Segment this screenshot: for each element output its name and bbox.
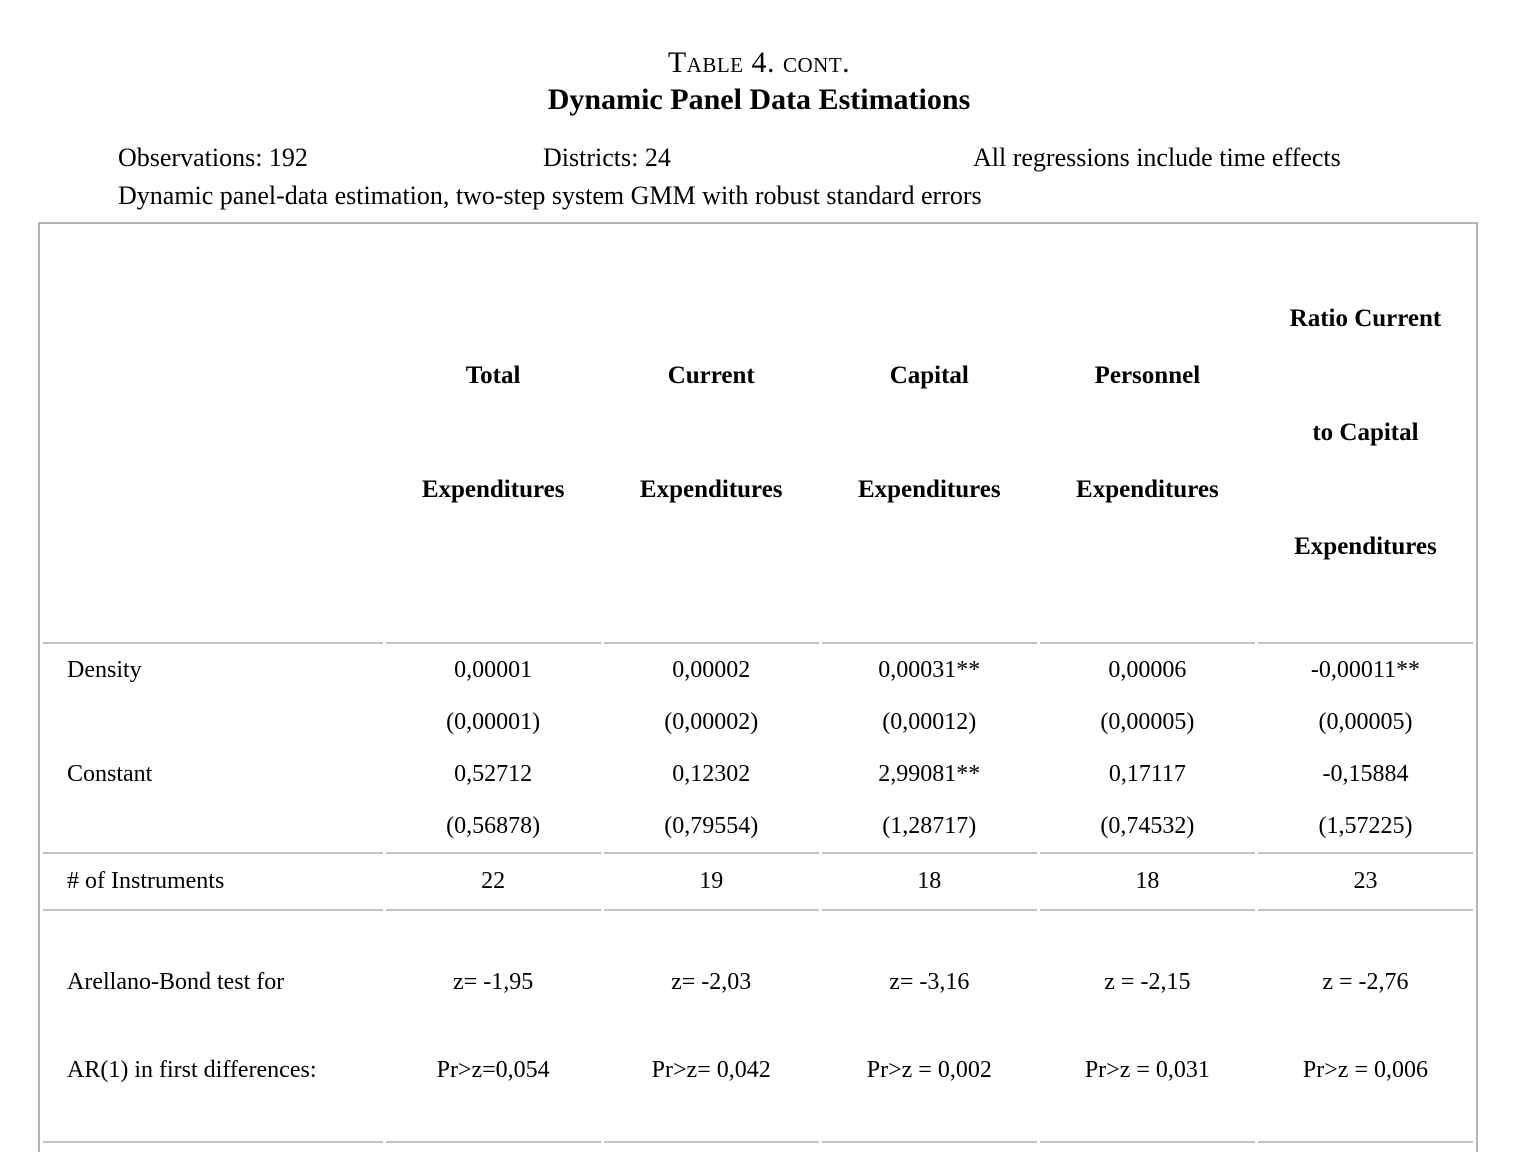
- z-value: z = -2,15: [1104, 969, 1191, 995]
- row-label-ar2: Arellano-Bond test for AR(2) in first di…: [43, 1141, 383, 1152]
- estimation-table: Total Expenditures Current Expenditures …: [40, 224, 1476, 1152]
- data-cell: z= -1,95 Pr>z=0,054: [385, 909, 601, 1141]
- data-cell: z= -0,58 Pr>z = 0,563: [821, 1141, 1037, 1152]
- col-header-line: Expenditures: [421, 476, 565, 503]
- data-cell: z= -2,03 Pr>z= 0,042: [603, 909, 819, 1141]
- col-header-line: Expenditures: [857, 476, 1001, 503]
- row-label-density: Density: [43, 642, 383, 696]
- data-cell: (0,00002): [664, 708, 759, 735]
- col-header-ratio: Ratio Current to Capital Expenditures: [1258, 224, 1473, 642]
- row-label-empty: [43, 800, 383, 852]
- col-header-line: Expenditures: [1294, 533, 1437, 560]
- row-label-empty: [43, 696, 383, 748]
- data-cell: -0,15884: [1322, 760, 1409, 787]
- p-value: Pr>z = 0,031: [1084, 1057, 1210, 1083]
- z-value: z = -2,76: [1322, 969, 1409, 995]
- p-value: Pr>z=0,054: [436, 1057, 550, 1083]
- data-cell: 23: [1257, 852, 1473, 909]
- districts-text: Districts: 24: [543, 143, 671, 172]
- col-header-line: Current: [667, 362, 755, 389]
- data-cell: z= -0,52 Pr>z =0,535: [1039, 1141, 1255, 1152]
- col-header-capital: Capital Expenditures: [822, 224, 1037, 642]
- col-header-line: Ratio Current: [1289, 305, 1442, 332]
- data-cell: (0,74532): [1100, 812, 1195, 839]
- data-cell: z= -1,28 Pr>z =0,201: [1257, 1141, 1473, 1152]
- p-value: Pr>z = 0,002: [866, 1057, 992, 1083]
- ar2-test-row: Arellano-Bond test for AR(2) in first di…: [43, 1141, 1473, 1152]
- z-value: z= -3,16: [889, 969, 970, 995]
- data-cell: (0,56878): [446, 812, 541, 839]
- table-title: Dynamic Panel Data Estimations: [547, 83, 971, 116]
- z-value: z= -2,03: [671, 969, 752, 995]
- estimation-table-container: Total Expenditures Current Expenditures …: [38, 222, 1478, 1152]
- col-header-line: Total: [465, 362, 521, 389]
- corner-cell: [43, 224, 383, 642]
- ar1-test-row: Arellano-Bond test for AR(1) in first di…: [43, 909, 1473, 1141]
- z-value: z= -1,95: [453, 969, 534, 995]
- data-cell: z = -2,15 Pr>z = 0,031: [1039, 909, 1255, 1141]
- data-cell: z = -0,38 Pr>z= 0,706: [385, 1141, 601, 1152]
- data-cell: 18: [821, 852, 1037, 909]
- meta-row: Observations: 192 Districts: 24 All regr…: [118, 142, 1518, 174]
- col-header-line: Expenditures: [639, 476, 783, 503]
- row-label-line: Arellano-Bond test for: [67, 969, 285, 995]
- data-cell: 22: [385, 852, 601, 909]
- constant-coefficient-row: Constant 0,52712 0,12302 2,99081** 0,171…: [43, 748, 1473, 800]
- data-cell: 0,12302: [672, 760, 751, 787]
- density-coefficient-row: Density 0,00001 0,00002 0,00031** 0,0000…: [43, 642, 1473, 696]
- data-cell: 2,99081**: [878, 760, 981, 787]
- col-header-line: to Capital: [1312, 419, 1419, 446]
- row-label-ar1: Arellano-Bond test for AR(1) in first di…: [43, 909, 383, 1141]
- data-cell: 0,00031**: [821, 642, 1037, 696]
- data-cell: (1,57225): [1318, 812, 1413, 839]
- data-cell: 19: [603, 852, 819, 909]
- row-label-instruments: # of Instruments: [43, 852, 383, 909]
- data-cell: z= -3,16 Pr>z = 0,002: [821, 909, 1037, 1141]
- data-cell: 0,00002: [603, 642, 819, 696]
- instruments-row: # of Instruments 22 19 18 18 23: [43, 852, 1473, 909]
- data-cell: z= -0,19 Pr>z= 0,852: [603, 1141, 819, 1152]
- data-cell: (0,00001): [446, 708, 541, 735]
- data-cell: z = -2,76 Pr>z = 0,006: [1257, 909, 1473, 1141]
- data-cell: 0,00006: [1039, 642, 1255, 696]
- data-cell: (0,00012): [882, 708, 977, 735]
- density-stderr-row: (0,00001) (0,00002) (0,00012) (0,00005) …: [43, 696, 1473, 748]
- row-label-line: AR(1) in first differences:: [67, 1057, 317, 1083]
- col-header-line: Capital: [889, 362, 969, 389]
- estimation-method-text: Dynamic panel-data estimation, two-step …: [118, 181, 982, 210]
- table-number-label: Table 4. cont.: [667, 46, 851, 79]
- data-cell: 0,52712: [454, 760, 533, 787]
- header-row: Total Expenditures Current Expenditures …: [43, 224, 1473, 642]
- observations-text: Observations: 192: [118, 143, 308, 172]
- data-cell: 0,17117: [1108, 760, 1186, 787]
- p-value: Pr>z= 0,042: [651, 1057, 771, 1083]
- constant-stderr-row: (0,56878) (0,79554) (1,28717) (0,74532) …: [43, 800, 1473, 852]
- p-value: Pr>z = 0,006: [1302, 1057, 1428, 1083]
- col-header-personnel: Personnel Expenditures: [1040, 224, 1255, 642]
- col-header-current: Current Expenditures: [604, 224, 819, 642]
- col-header-total: Total Expenditures: [386, 224, 601, 642]
- col-header-line: Personnel: [1094, 362, 1201, 389]
- data-cell: (0,79554): [664, 812, 759, 839]
- row-label-constant: Constant: [67, 760, 153, 787]
- data-cell: (0,00005): [1100, 708, 1195, 735]
- data-cell: (0,00005): [1318, 708, 1413, 735]
- data-cell: -0,00011**: [1257, 642, 1473, 696]
- time-effects-text: All regressions include time effects: [973, 143, 1341, 172]
- data-cell: 18: [1039, 852, 1255, 909]
- col-header-line: Expenditures: [1076, 476, 1219, 503]
- data-cell: (1,28717): [882, 812, 977, 839]
- data-cell: 0,00001: [385, 642, 601, 696]
